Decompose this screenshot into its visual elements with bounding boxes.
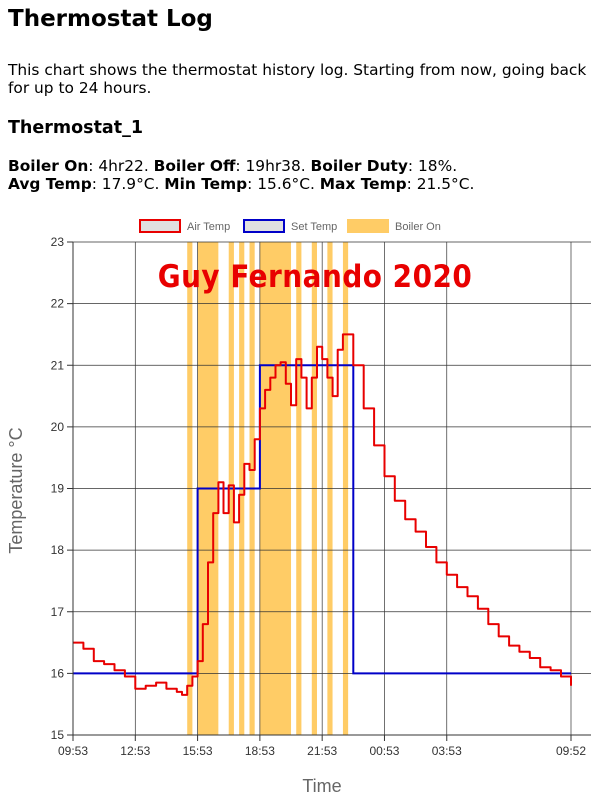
x-tick-label: 03:53 [432,744,462,758]
device-name: Thermostat_1 [8,118,144,138]
x-tick-label: 09:52 [556,744,586,758]
min-temp-label: Min Temp [164,175,248,193]
legend-label-boiler-on[interactable]: Boiler On [395,221,441,233]
x-axis-title: Time [302,776,341,796]
boiler-on-label: Boiler On [8,157,89,175]
duty-value: : 18%. [407,157,458,175]
x-tick-label: 09:53 [58,744,88,758]
avg-temp-value: : 17.9°C. [91,175,165,193]
x-tick-label: 15:53 [183,744,213,758]
y-tick-label: 19 [51,482,65,496]
max-temp-label: Max Temp [319,175,407,193]
legend-swatch-set-temp[interactable] [243,219,285,233]
intro-text: This chart shows the thermostat history … [8,61,587,97]
duty-label: Boiler Duty [310,157,408,175]
legend-label-air-temp[interactable]: Air Temp [187,221,230,233]
x-tick-label: 12:53 [120,744,150,758]
chart-legend[interactable]: Air Temp Set Temp Boiler On [139,219,441,233]
stats-summary: Boiler On: 4hr22. Boiler Off: 19hr38. Bo… [8,157,474,193]
boiler-off-label: Boiler Off [153,157,236,175]
y-tick-label: 22 [51,297,65,311]
y-tick-label: 17 [51,605,65,619]
legend-label-set-temp[interactable]: Set Temp [291,221,337,233]
chart-axes: 15 16 17 18 19 20 21 22 23 09:53 12:53 15:53 18:53 21… [6,235,591,796]
y-tick-label: 21 [51,358,65,372]
boiler-off-value: : 19hr38. [235,157,311,175]
x-tick-label: 00:53 [369,744,399,758]
legend-swatch-boiler-on[interactable] [347,219,389,233]
x-tick-label: 18:53 [245,744,275,758]
y-tick-label: 16 [51,666,65,680]
page-title: Thermostat Log [8,6,213,32]
boiler-on-value: : 4hr22. [88,157,154,175]
y-tick-label: 18 [51,543,65,557]
y-tick-label: 15 [51,728,65,742]
y-tick-label: 23 [51,235,65,249]
air-temp-line [73,333,572,696]
avg-temp-label: Avg Temp [8,175,92,193]
legend-swatch-air-temp[interactable] [139,219,181,233]
y-tick-label: 20 [51,420,65,434]
max-temp-value: : 21.5°C. [406,175,475,193]
temperature-chart: 15 16 17 18 19 20 21 22 23 09:53 12:53 15:53 18:53 21… [6,219,591,796]
y-axis-title: Temperature °C [6,427,26,553]
chart-series [73,333,572,696]
x-tick-label: 21:53 [307,744,337,758]
min-temp-value: : 15.6°C. [247,175,320,193]
watermark-text: Guy Fernando 2020 [158,259,473,295]
